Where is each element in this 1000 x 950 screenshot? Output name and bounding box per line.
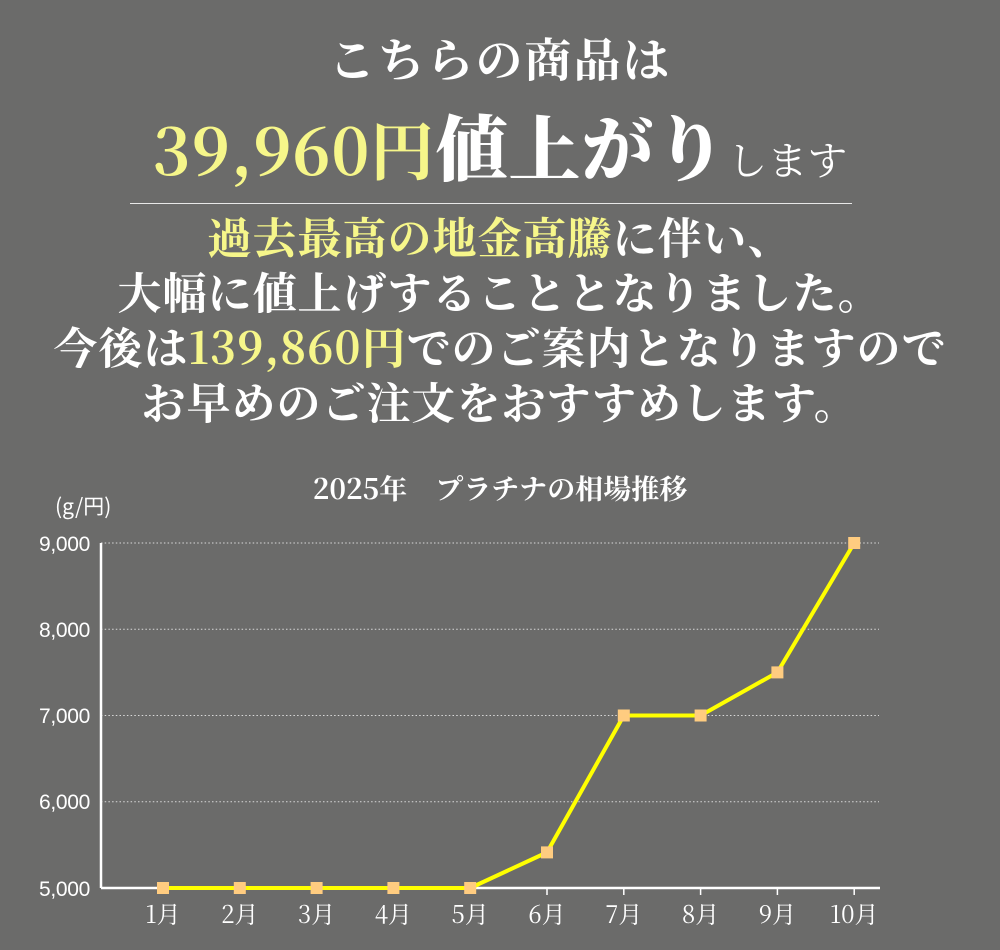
svg-text:(g/円): (g/円) [55,495,111,521]
svg-text:6月: 6月 [528,895,565,930]
svg-text:9月: 9月 [759,895,797,930]
svg-text:9,000: 9,000 [39,533,90,556]
svg-text:10月: 10月 [830,895,879,930]
svg-text:8月: 8月 [682,895,719,930]
svg-text:8,000: 8,000 [39,619,90,642]
svg-text:7,000: 7,000 [39,705,90,728]
svg-text:6,000: 6,000 [39,791,90,814]
svg-text:2月: 2月 [221,895,258,930]
svg-text:5,000: 5,000 [39,878,90,901]
svg-text:4月: 4月 [375,895,412,930]
svg-text:7月: 7月 [605,895,642,930]
svg-text:5月: 5月 [451,895,488,930]
svg-text:1月: 1月 [145,895,180,930]
svg-text:3月: 3月 [298,895,335,930]
